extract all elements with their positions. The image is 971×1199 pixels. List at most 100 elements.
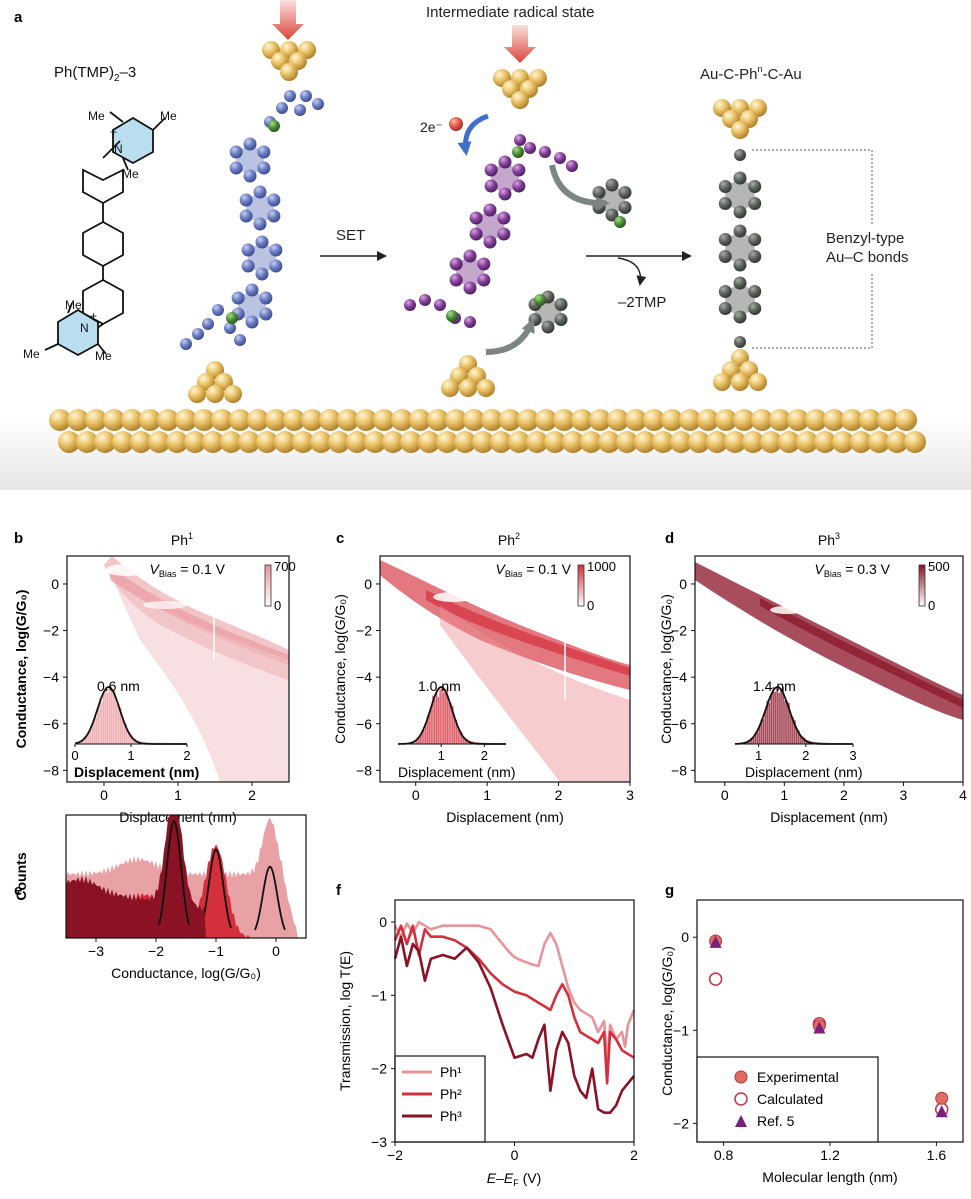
gold-atom <box>265 409 287 431</box>
gold-atom <box>499 409 521 431</box>
gray-ring-atom <box>718 197 732 210</box>
plot-g-points: Experimental Calculated Ref. 5 <box>696 934 949 1143</box>
purple-atom <box>419 294 431 306</box>
nitrogen-atom <box>614 216 626 228</box>
histogram-bar <box>127 730 129 744</box>
nitrogen-atom <box>446 310 458 322</box>
gold-atom <box>211 409 233 431</box>
gold-atom <box>742 431 764 453</box>
histogram-bar <box>416 739 418 744</box>
gold-atom <box>706 431 728 453</box>
blue-atom <box>180 338 192 350</box>
gold-atom <box>256 431 278 453</box>
y-tick-label: −2 <box>43 623 59 639</box>
blue-ring-atom <box>243 137 257 151</box>
gold-surface <box>49 349 926 453</box>
heatmap-d-core <box>760 598 963 708</box>
y-axis-label: Conductance, log(G/G₀) <box>332 594 348 744</box>
gold-atom <box>670 431 692 453</box>
experimental-point <box>935 1091 949 1105</box>
gold-atom <box>166 431 188 453</box>
gold-atom <box>391 409 413 431</box>
nitrogen-atom <box>534 294 546 306</box>
gold-atom <box>184 431 206 453</box>
gold-atom <box>832 431 854 453</box>
histogram-bar <box>799 735 802 744</box>
gold-electrode-bottom <box>477 379 495 397</box>
inset-d-peak-label: 1.4 nm <box>753 678 796 694</box>
gold-atom <box>283 409 305 431</box>
gold-atom <box>526 431 548 453</box>
gold-atom <box>346 431 368 453</box>
panel-g: g 0.8 1.2 1.6 0 −1 −2 Molecular length (nm) Con… <box>659 882 964 1185</box>
histogram-bar <box>453 717 456 744</box>
histogram-bar <box>760 719 763 744</box>
histogram-bar <box>86 735 88 744</box>
histogram-bar <box>750 738 753 744</box>
x-tick-label: 0 <box>511 1147 519 1163</box>
down-arrow-left <box>272 0 304 40</box>
gold-electrode-top <box>511 91 529 109</box>
heatmap-d-gap <box>770 606 804 614</box>
y-tick-label: −8 <box>671 762 687 778</box>
blue-ring-atom <box>257 161 271 175</box>
histogram-bar <box>121 718 124 744</box>
gold-atom <box>688 431 710 453</box>
line-ph2 <box>393 924 635 1085</box>
plot-e-areas <box>66 815 306 938</box>
product-label: Au-C-Phn-C-Au <box>700 64 802 83</box>
gray-ring-atom <box>748 197 762 210</box>
purple-ring-atom <box>484 179 498 193</box>
heatmap-b-band-core <box>110 568 289 665</box>
blue-ring-atom <box>245 283 259 297</box>
panel-d-label: d <box>665 530 674 547</box>
heatmap-d-gap-2 <box>728 575 752 581</box>
purple-ring-atom <box>483 203 497 217</box>
legend-g-experimental-marker <box>734 1070 748 1084</box>
gold-atom <box>652 431 674 453</box>
x-tick-label: 2 <box>840 787 848 803</box>
legend-g-label: Calculated <box>757 1091 823 1107</box>
gold-atom <box>877 409 899 431</box>
gray-ring-atom <box>718 180 732 193</box>
gold-atom <box>886 431 908 453</box>
y-tick-label: 0 <box>681 929 689 945</box>
histogram-bar <box>772 687 775 744</box>
area-ph1-fit <box>254 865 286 931</box>
gold-atom <box>94 431 116 453</box>
panel-c-title: Ph2 <box>498 531 520 548</box>
blue-atom <box>300 90 312 102</box>
gold-atom <box>121 409 143 431</box>
inset-c-peak-label: 1.0 nm <box>418 678 461 694</box>
histogram-bar <box>756 732 759 744</box>
y-tick-label: −4 <box>43 669 59 685</box>
blue-ring-face <box>236 144 264 176</box>
gray-ring-atom <box>733 205 747 219</box>
purple-ring-atom <box>449 273 463 287</box>
x-tick-label: 0 <box>100 787 108 803</box>
legend-g-label: Experimental <box>757 1069 839 1085</box>
gold-atom <box>274 431 296 453</box>
gold-atom <box>796 431 818 453</box>
gold-atom <box>445 409 467 431</box>
blue-ring-atom <box>241 259 255 273</box>
calculated-point <box>708 972 723 986</box>
area-ph3 <box>66 815 306 938</box>
histogram-bar <box>762 719 765 744</box>
histogram-bar <box>441 687 443 744</box>
gold-electrode-bottom <box>713 373 731 391</box>
blue-ring-atom <box>253 185 267 199</box>
purple-ring-atom <box>469 211 483 225</box>
plot-frame <box>379 555 631 783</box>
gold-atom <box>643 409 665 431</box>
blue-atom <box>212 304 224 316</box>
blue-ring-atom <box>255 267 269 281</box>
plus-top: + <box>110 125 117 139</box>
x-axis-label: Displacement (nm) <box>770 809 887 825</box>
gold-atom <box>823 409 845 431</box>
gold-atom <box>697 409 719 431</box>
n-label-bottom: N <box>80 321 89 335</box>
panel-f-label: f <box>336 882 342 899</box>
